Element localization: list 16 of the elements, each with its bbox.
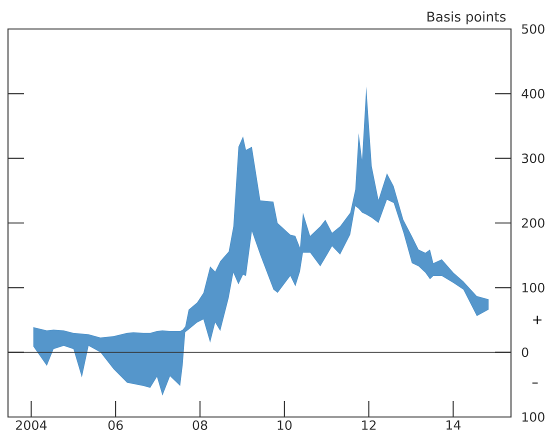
y-axis-title: Basis points xyxy=(428,11,506,24)
y-tick-label: 500 xyxy=(522,24,544,34)
y-tick-label: 100 xyxy=(522,282,544,292)
text: + xyxy=(533,316,542,324)
y-tick-label: 300 xyxy=(522,154,544,164)
x-tick-label: 14 xyxy=(446,420,461,430)
y-tick-label: 200 xyxy=(522,218,544,228)
x-tick-label: 08 xyxy=(192,420,208,430)
x-tick-label: 2004 xyxy=(16,420,47,430)
text: – xyxy=(532,382,538,384)
x-tick-label: 12 xyxy=(362,420,376,430)
y-tick-label: 100 xyxy=(522,412,544,422)
y-tick-label: 400 xyxy=(522,88,544,98)
x-tick-label: 10 xyxy=(278,420,292,430)
y-tick-label: 0 xyxy=(522,348,528,358)
x-tick-label: 06 xyxy=(108,420,123,430)
